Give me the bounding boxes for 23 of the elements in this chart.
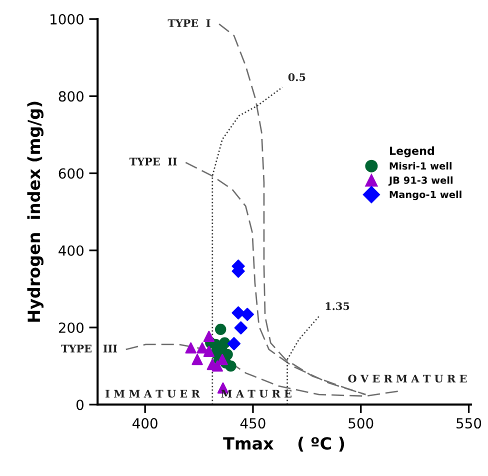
legend-label: Mango-1 well — [390, 190, 462, 200]
y-tick-label: 0 — [76, 400, 84, 410]
series-label: TYPE I — [168, 19, 210, 27]
legend-label: JB 91-3 well — [388, 176, 452, 186]
x-tick-label: 500 — [348, 418, 374, 429]
x-axis-title: Tmax ( ºC ) — [223, 436, 344, 452]
series-label: 1.35 — [326, 302, 350, 310]
y-tick-label: 800 — [58, 91, 84, 102]
y-tick-label: 1000 — [50, 14, 84, 25]
y-tick-label: 200 — [58, 322, 84, 333]
series-label: TYPE III — [61, 344, 118, 352]
y-tick-label: 400 — [58, 245, 84, 256]
y-axis-title: Hydrogen index (mg/g) — [27, 102, 44, 322]
series-label: TYPE II — [129, 158, 177, 166]
annotation: I M M A T U E R — [106, 390, 200, 398]
legend-label: Misri-1 well — [390, 162, 452, 170]
x-tick-label: 550 — [456, 418, 482, 429]
annotation: O V E R M A T U R E — [348, 374, 467, 383]
x-tick-label: 450 — [240, 418, 266, 429]
x-tick-label: 400 — [132, 418, 158, 429]
legend-title: Legend — [390, 146, 434, 158]
series-label: 0.5 — [288, 73, 306, 82]
y-tick-label: 600 — [58, 168, 84, 179]
